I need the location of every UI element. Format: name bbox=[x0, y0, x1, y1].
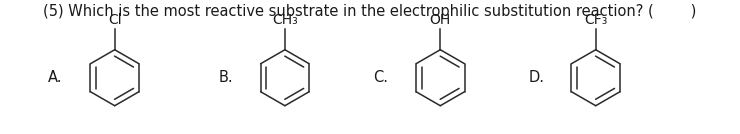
Text: B.: B. bbox=[218, 70, 233, 85]
Text: CF₃: CF₃ bbox=[584, 13, 608, 27]
Text: A.: A. bbox=[48, 70, 63, 85]
Text: OH: OH bbox=[430, 13, 451, 27]
Text: D.: D. bbox=[528, 70, 545, 85]
Text: Cl: Cl bbox=[108, 13, 121, 27]
Text: CH₃: CH₃ bbox=[272, 13, 297, 27]
Text: (5) Which is the most reactive substrate in the electrophilic substitution react: (5) Which is the most reactive substrate… bbox=[44, 4, 696, 19]
Text: C.: C. bbox=[374, 70, 388, 85]
